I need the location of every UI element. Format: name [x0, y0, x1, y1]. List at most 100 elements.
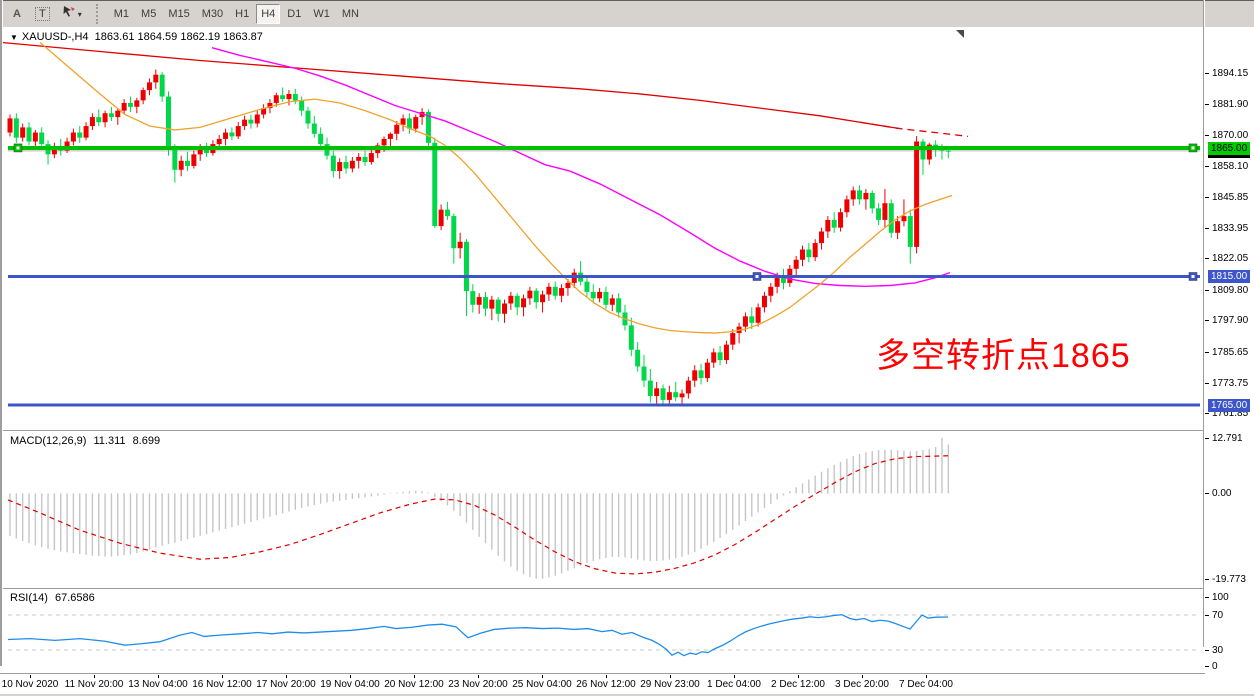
price-tick	[1205, 227, 1209, 229]
ma-red-line-tail	[859, 121, 969, 138]
cursor-style-button[interactable]: ▾	[56, 3, 87, 24]
rsi-axis-label: 0	[1212, 661, 1218, 672]
main-chart-pane[interactable]	[0, 28, 1203, 430]
timeframe-button-m30[interactable]: M30	[196, 3, 229, 24]
time-tick	[670, 675, 671, 678]
price-axis[interactable]: 1894.15 1881.90 1870.00 1858.10 1845.85 1833.…	[1205, 28, 1254, 675]
rsi-axis-label: 30	[1212, 645, 1224, 656]
time-tick-label: 23 Nov 20:00	[448, 679, 508, 690]
time-tick	[286, 675, 287, 678]
price-tick	[1205, 258, 1209, 260]
price-tick-label: 1773.75	[1212, 377, 1249, 389]
price-tick-label: 1809.80	[1212, 284, 1249, 296]
macd-axis-tick	[1205, 438, 1209, 439]
axis-divider	[1203, 0, 1204, 647]
macd-signal-value: 8.699	[132, 435, 161, 447]
price-tick	[1205, 351, 1209, 353]
time-tick	[222, 675, 223, 678]
timeframe-button-mn[interactable]: MN	[336, 3, 364, 24]
rsi-label: RSI(14)	[10, 592, 48, 604]
time-tick-label: 7 Dec 04:00	[899, 679, 953, 690]
symbol-dropdown-icon[interactable]: ▼	[10, 33, 18, 42]
pane-separator[interactable]	[0, 673, 1254, 674]
rsi-axis-label: 100	[1212, 592, 1229, 603]
macd-axis-label: -19.773	[1212, 574, 1246, 586]
rsi-axis-label: 70	[1212, 610, 1224, 621]
time-tick-label: 26 Nov 12:00	[576, 679, 636, 690]
macd-main-value: 11.311	[93, 435, 126, 447]
price-tick-label: 1870.00	[1212, 130, 1249, 142]
time-tick-label: 25 Nov 04:00	[512, 679, 572, 690]
macd-pane[interactable]	[0, 432, 1203, 587]
time-tick-label: 13 Nov 04:00	[128, 679, 188, 690]
level-label-1765: 1765.00	[1208, 399, 1251, 413]
macd-axis-tick	[1205, 579, 1209, 581]
rsi-line	[7, 614, 949, 657]
timeframe-button-h4[interactable]: H4	[256, 3, 281, 24]
text-label-tool-button[interactable]: T	[30, 3, 55, 24]
ma-magenta-line	[211, 47, 951, 287]
time-tick	[542, 675, 543, 678]
time-tick	[414, 675, 415, 678]
window-bottom-border	[0, 694, 1254, 696]
ma-red-line	[1, 41, 901, 130]
price-tick-label: 1881.90	[1212, 99, 1249, 111]
chart-close-value: 1863.87	[223, 31, 263, 43]
macd-signal-line	[7, 455, 949, 575]
timeframe-button-m15[interactable]: M15	[163, 3, 195, 24]
time-tick-label: 1 Dec 04:00	[707, 679, 761, 690]
chart-shift-marker[interactable]	[956, 30, 964, 38]
price-tick-label: 1822.05	[1212, 253, 1249, 265]
toolbar: A T ▾ M1 M5 M15 M30 H1 H4 D1 W1 MN	[0, 0, 1254, 27]
macd-label: MACD(12,26,9)	[10, 435, 87, 447]
timeframe-button-w1[interactable]: W1	[308, 3, 335, 24]
price-tick	[1205, 135, 1209, 137]
window-left-border-highlight	[2, 0, 3, 666]
price-tick	[1205, 197, 1209, 199]
toolbar-divider	[0, 0, 1254, 1]
timeframe-button-h1[interactable]: H1	[230, 3, 255, 24]
time-tick-label: 2 Dec 12:00	[771, 679, 825, 690]
price-tick-label: 1894.15	[1212, 68, 1249, 79]
pane-separator-highlight	[0, 589, 1254, 590]
chart-low-value: 1862.19	[180, 31, 221, 43]
pane-separator-highlight	[0, 674, 1254, 675]
time-tick-label: 19 Nov 04:00	[320, 679, 380, 690]
price-tick	[1205, 104, 1209, 106]
time-tick	[862, 675, 863, 678]
time-axis[interactable]: 10 Nov 2020 11 Nov 20:00 13 Nov 04:00 16 No…	[0, 675, 1254, 694]
time-tick-label: 29 Nov 23:00	[640, 679, 700, 690]
time-tick	[734, 675, 735, 678]
pane-separator[interactable]	[0, 430, 1254, 431]
time-tick-label: 16 Nov 12:00	[192, 679, 252, 690]
rsi-header: RSI(14) 67.6586	[10, 592, 99, 604]
macd-axis-tick	[1205, 493, 1209, 495]
timeframe-button-d1[interactable]: D1	[282, 3, 307, 24]
axis-divider-highlight	[1204, 0, 1205, 647]
timeframe-toolbar: M1 M5 M15 M30 H1 H4 D1 W1 MN	[108, 3, 365, 24]
chart-symbol-period: XAUUSD-,H4	[21, 31, 89, 43]
pane-separator-highlight	[0, 431, 1254, 432]
window-left-border	[0, 0, 2, 666]
ma-orange-line	[39, 42, 953, 334]
time-tick-label: 11 Nov 20:00	[64, 679, 124, 690]
toolbar-grip[interactable]	[95, 3, 102, 24]
level-label-1865: 1865.00	[1208, 141, 1251, 155]
chevron-down-icon: ▾	[77, 9, 82, 19]
time-tick-label: 17 Nov 20:00	[256, 679, 316, 690]
rsi-axis-tick	[1205, 615, 1209, 616]
rsi-pane[interactable]	[0, 590, 1203, 673]
timeframe-button-m5[interactable]: M5	[136, 3, 162, 24]
time-tick	[350, 675, 351, 678]
cursor-arrows-icon	[63, 5, 75, 17]
insert-text-tool-button[interactable]: A	[6, 3, 28, 24]
price-tick-label: 1785.65	[1212, 346, 1249, 358]
time-tick	[478, 675, 479, 678]
rsi-axis-tick	[1205, 597, 1209, 598]
rsi-axis-tick	[1205, 666, 1209, 667]
price-tick-label: 1797.90	[1212, 315, 1249, 327]
pane-separator[interactable]	[0, 588, 1254, 589]
timeframe-button-m1[interactable]: M1	[108, 3, 135, 24]
macd-axis-label: 12.791	[1212, 433, 1243, 444]
